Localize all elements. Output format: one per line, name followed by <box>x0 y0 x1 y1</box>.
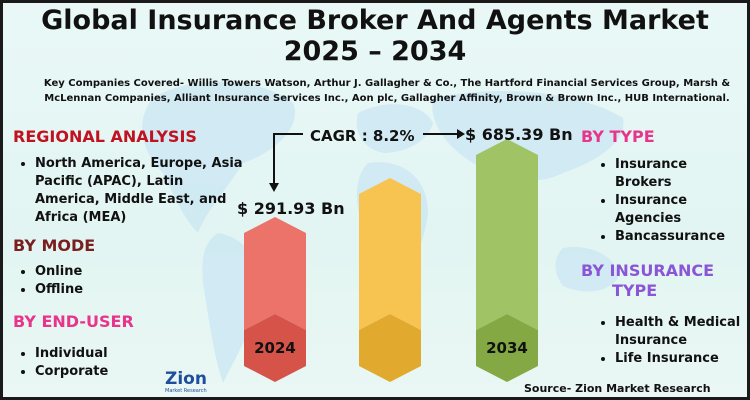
market-growth-chart <box>244 129 538 382</box>
type-list: Insurance Brokers Insurance Agencies Ban… <box>595 156 735 246</box>
by-mode-heading: BY MODE <box>13 236 96 255</box>
value-label-2034: $ 685.39 Bn <box>465 125 573 144</box>
bar-middle <box>359 178 421 330</box>
bar-base-hexagon <box>476 314 538 382</box>
zion-logo: Zion Market Research <box>165 369 207 394</box>
svg-text:Market Research: Market Research <box>165 388 207 394</box>
value-label-2024: $ 291.93 Bn <box>237 199 345 218</box>
category-label-2034: 2034 <box>486 339 528 357</box>
page-title: Global Insurance Broker And Agents Marke… <box>3 5 747 67</box>
mode-list: Online Offline <box>15 263 235 299</box>
list-item: Bancassurance <box>615 228 735 246</box>
companies-line-1: Key Companies Covered- Willis Towers Wat… <box>43 78 731 89</box>
category-label-2024: 2024 <box>254 339 296 357</box>
svg-text:Zion: Zion <box>165 369 207 389</box>
list-item: Health & Medical Insurance <box>615 314 747 350</box>
list-item: Insurance Agencies <box>615 192 735 228</box>
regional-analysis-heading: REGIONAL ANALYSIS <box>13 127 197 146</box>
bar-2024 <box>244 217 306 330</box>
bar-2034 <box>476 139 538 330</box>
heading-line-2: TYPE <box>612 281 658 300</box>
regional-list: North America, Europe, Asia Pacific (APA… <box>15 155 245 227</box>
heading-line-1: BY INSURANCE <box>581 261 715 280</box>
list-item: Individual <box>35 345 235 363</box>
by-type-heading: BY TYPE <box>581 127 655 146</box>
bar-base-hexagon <box>244 314 306 382</box>
arrowhead-icon <box>457 129 465 139</box>
arrowhead-icon <box>269 183 279 192</box>
companies-line-2: McLennan Companies, Alliant Insurance Se… <box>44 93 730 104</box>
list-item: Insurance Brokers <box>615 156 735 192</box>
by-insurance-type-heading: BY INSURANCE TYPE <box>581 261 741 301</box>
list-item: Corporate <box>35 363 235 381</box>
by-end-user-heading: BY END-USER <box>13 312 134 331</box>
source-note: Source- Zion Market Research <box>524 382 711 395</box>
title-line-1: Global Insurance Broker And Agents Marke… <box>41 5 709 36</box>
cagr-label: CAGR : 8.2% <box>310 127 415 145</box>
title-line-2: 2025 – 2034 <box>283 36 467 67</box>
list-item: Offline <box>35 281 235 299</box>
insurance-type-list: Health & Medical Insurance Life Insuranc… <box>595 314 747 368</box>
key-companies: Key Companies Covered- Willis Towers Wat… <box>31 76 743 106</box>
list-item: North America, Europe, Asia Pacific (APA… <box>35 155 245 227</box>
list-item: Life Insurance <box>615 350 747 368</box>
bar-base-hexagon <box>359 314 421 382</box>
end-user-list: Individual Corporate <box>15 345 235 381</box>
list-item: Online <box>35 263 235 281</box>
